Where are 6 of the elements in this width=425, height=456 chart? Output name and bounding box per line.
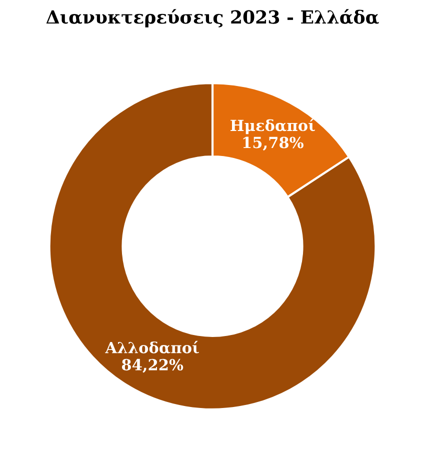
data-label: 15,78%: [243, 136, 304, 151]
slice-label: Ημεδαποί: [230, 118, 315, 134]
slice-label: Αλλοδαποί: [105, 340, 199, 354]
donut-slice: [48, 82, 377, 410]
chart-title: Διανυκτερεύσεις 2023 - Ελλάδα: [46, 9, 379, 28]
data-label: 84,22%: [122, 358, 184, 373]
